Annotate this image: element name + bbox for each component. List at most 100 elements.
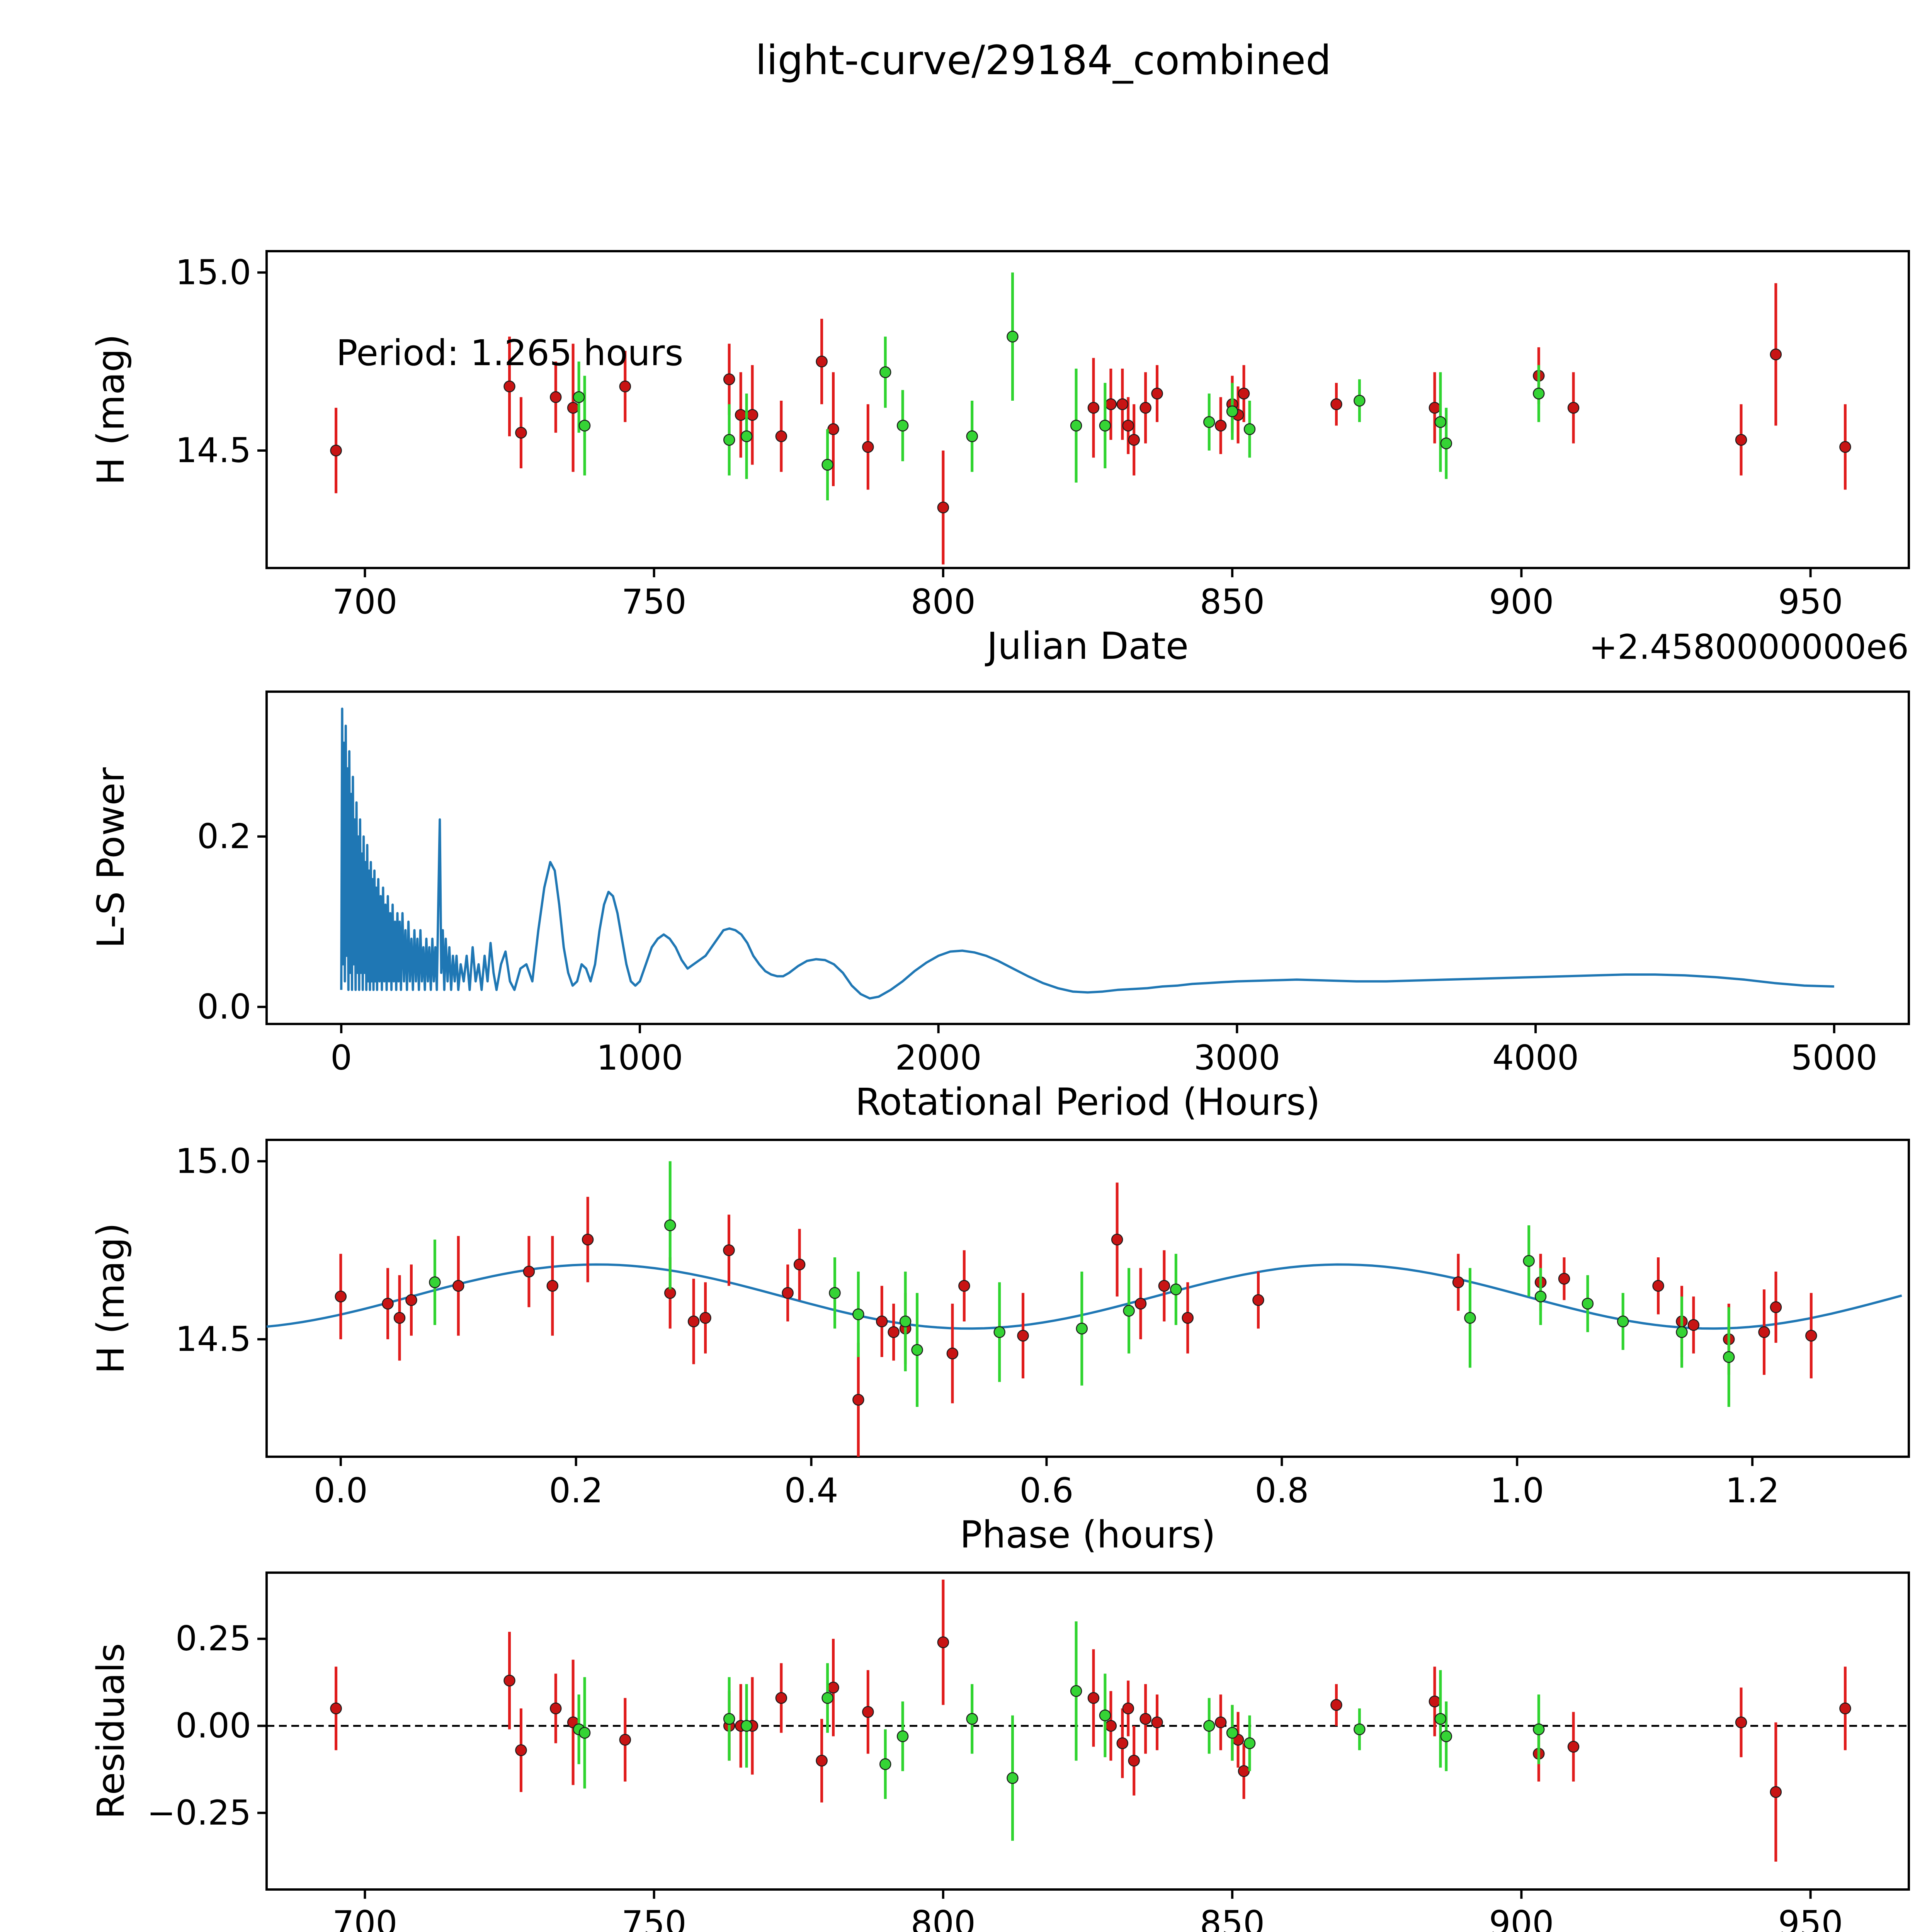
data-point [966,1713,978,1725]
figure-title: light-curve/29184_combined [755,37,1332,84]
data-point [1354,1723,1366,1735]
data-point [1330,398,1342,410]
x-tick-label: 950 [1778,582,1843,622]
data-point [1226,1727,1238,1739]
axes-frame [265,1139,1910,1458]
data-point [1330,1699,1342,1711]
data-point [1134,1298,1147,1310]
data-point [405,1294,417,1306]
data-point [1116,1737,1129,1749]
green-series [573,272,1545,500]
data-point [578,1727,591,1739]
data-point [1770,1301,1782,1313]
axes-frame [265,690,1910,1025]
y-axis-label: H (mag) [89,1223,133,1374]
x-tick-label: 0.8 [1255,1471,1309,1510]
data-point [1567,1741,1580,1753]
x-tick-label: 0.6 [1019,1471,1073,1510]
data-point [1770,348,1782,361]
data-point [503,380,515,393]
data-point [966,430,978,442]
data-point [1099,1709,1111,1721]
data-point [1170,1283,1182,1296]
data-point [1440,1730,1452,1742]
data-point [1434,1713,1447,1725]
data-point [1116,398,1129,410]
data-point [1151,1716,1163,1728]
data-point [1567,402,1580,414]
data-point [1434,416,1447,428]
x-tick-label: 700 [332,1903,397,1932]
data-point [1105,398,1117,410]
x-tick-label: 850 [1200,582,1265,622]
green-series [429,1161,1735,1407]
phase-panel: 0.0 0.2 0.4 0.6 0.8 1.0 1.2 15.0 14.5 Phase (hour… [89,1139,1910,1556]
data-point [619,1734,631,1746]
data-point [1354,395,1366,407]
data-point [937,1636,949,1648]
data-point [330,444,342,457]
x-tick-label: 2000 [895,1038,982,1078]
data-point [1111,1233,1123,1246]
data-point [335,1291,347,1303]
data-point [937,502,949,514]
data-point [821,1692,833,1704]
data-point [816,355,828,367]
x-tick-label: 700 [332,582,397,622]
data-point [852,1308,864,1320]
x-axis-label: Julian Date [985,624,1189,668]
data-point [582,1233,594,1246]
data-point [1534,1291,1547,1303]
data-point [1617,1315,1629,1328]
data-point [1203,1720,1215,1732]
y-tick-label: −0.25 [147,1793,251,1833]
data-point [723,1244,735,1256]
data-point [503,1675,515,1687]
data-point [452,1280,464,1292]
x-tick-label: 1.0 [1490,1471,1544,1510]
data-point [1105,1720,1117,1732]
data-point [1429,1696,1441,1708]
data-point [1735,434,1747,446]
y-tick-label: 15.0 [175,1141,251,1181]
y-axis-label: H (mag) [89,334,133,485]
data-point [1076,1323,1088,1335]
data-point [1139,1713,1151,1725]
data-point [746,409,759,421]
data-point [515,1744,527,1756]
data-point [573,391,585,403]
x-tick-label: 0.0 [314,1471,368,1510]
x-axis-label: Rotational Period (Hours) [855,1080,1320,1124]
data-point [1007,1772,1019,1784]
data-point [723,434,735,446]
x-tick-label: 750 [622,582,687,622]
data-point [911,1344,923,1356]
data-point [664,1219,676,1231]
data-point [899,1315,912,1328]
data-point [827,423,839,435]
data-point [1099,420,1111,432]
x-tick-label: 4000 [1492,1038,1579,1078]
data-point [896,1730,909,1742]
data-point [879,366,891,378]
data-point [1758,1326,1770,1338]
data-point [1687,1319,1700,1331]
data-point [816,1755,828,1767]
data-point [793,1259,806,1270]
data-point [1238,1765,1250,1777]
data-point [1128,434,1140,446]
x-tick-label: 750 [622,1903,687,1932]
data-point [687,1315,700,1328]
data-point [1182,1312,1194,1324]
lightcurve-panel: 700 750 800 850 900 950 15.0 14.5 Julian Date H (… [89,250,1910,668]
data-point [852,1394,864,1406]
data-point [1464,1312,1476,1324]
data-point [549,1702,562,1714]
data-point [1652,1280,1664,1292]
data-point [958,1280,970,1292]
axes-frame [265,1571,1910,1891]
data-point [1017,1330,1029,1342]
x-tick-label: 900 [1489,1903,1554,1932]
